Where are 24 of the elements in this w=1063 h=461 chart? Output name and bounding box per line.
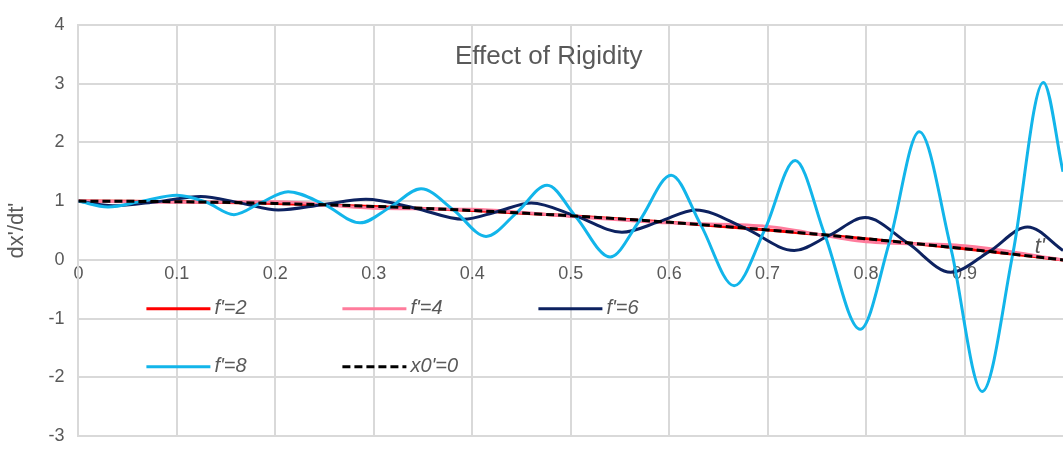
y-tick-label: 0 — [54, 248, 65, 269]
x-tick-label: 0.5 — [558, 262, 584, 283]
y-tick-label: -1 — [48, 307, 65, 328]
x-axis-title: t' — [1034, 233, 1046, 259]
legend-label: f'=8 — [214, 354, 247, 377]
y-tick-label: 3 — [54, 72, 65, 93]
y-tick-label: 4 — [54, 13, 65, 34]
legend-label: x0'=0 — [409, 354, 459, 377]
y-tick-label: 1 — [54, 190, 65, 211]
x-tick-label: 0.3 — [361, 262, 387, 283]
legend-label: f'=4 — [410, 296, 443, 319]
x-tick-label: 0.6 — [656, 262, 682, 283]
x-tick-label: 0.4 — [459, 262, 485, 283]
x-tick-label: 0.7 — [755, 262, 781, 283]
legend-label: f'=2 — [214, 296, 247, 319]
text: Effect of Rigidity — [455, 39, 643, 70]
y-tick-label: -3 — [48, 425, 65, 446]
y-axis-title: dx'/dt' — [3, 202, 29, 259]
y-tick-label: 2 — [54, 131, 65, 152]
legend-label: f'=6 — [606, 296, 640, 319]
x-tick-label: 0.2 — [262, 262, 288, 283]
x-tick-label: 0.1 — [164, 262, 190, 283]
y-tick-label: -2 — [48, 366, 65, 387]
x-tick-label: 0.8 — [853, 262, 879, 283]
